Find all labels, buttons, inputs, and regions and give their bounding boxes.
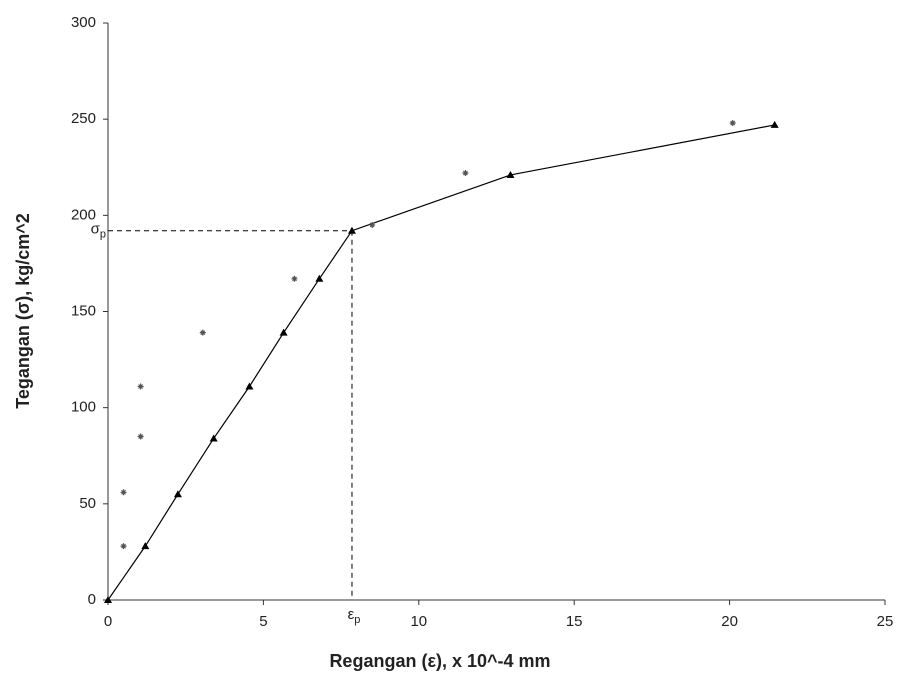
y-tick-label: 0 (88, 591, 96, 608)
series-line (107, 124, 775, 601)
triangle-marker (173, 490, 182, 498)
x-tick-label: 0 (104, 613, 112, 630)
star-marker (291, 275, 298, 282)
triangle-marker (770, 120, 779, 128)
limit-symbol: σ (91, 221, 101, 238)
x-tick-label: 5 (259, 613, 267, 630)
limit-subscript: p (354, 614, 360, 626)
star-marker (137, 383, 144, 390)
y-tick-label: 50 (79, 495, 96, 512)
triangle-marker (245, 382, 254, 390)
x-tick-label: 20 (721, 613, 738, 630)
y-tick-label: 150 (71, 302, 96, 319)
star-marker (729, 120, 736, 127)
y-tick-label: 300 (71, 14, 96, 31)
triangle-marker (347, 226, 356, 234)
y-axis-title: Tegangan (σ), kg/cm^2 (13, 213, 33, 409)
y-tick-label: 250 (71, 110, 96, 127)
y-tick-label: 100 (71, 399, 96, 416)
triangle-marker (104, 596, 112, 603)
star-marker (137, 433, 144, 440)
star-marker (462, 170, 469, 177)
triangle-marker (506, 170, 515, 178)
star-marker (369, 221, 376, 228)
x-axis-title: Regangan (ε), x 10^-4 mm (329, 651, 550, 671)
y-tick-label: 200 (71, 206, 96, 223)
limit-label: εp (348, 606, 361, 626)
triangle-marker (141, 542, 150, 550)
x-tick-label: 10 (410, 613, 427, 630)
x-tick-label: 15 (566, 613, 583, 630)
limit-subscript: p (100, 229, 106, 241)
limit-label: σp (91, 221, 106, 241)
triangle-marker (209, 434, 218, 442)
x-tick-label: 25 (877, 613, 894, 630)
limit-symbol: ε (348, 606, 355, 623)
triangle-marker (315, 274, 324, 282)
star-marker (120, 543, 127, 550)
star-marker (199, 329, 206, 336)
star-marker (120, 489, 127, 496)
triangle-marker (279, 328, 288, 336)
